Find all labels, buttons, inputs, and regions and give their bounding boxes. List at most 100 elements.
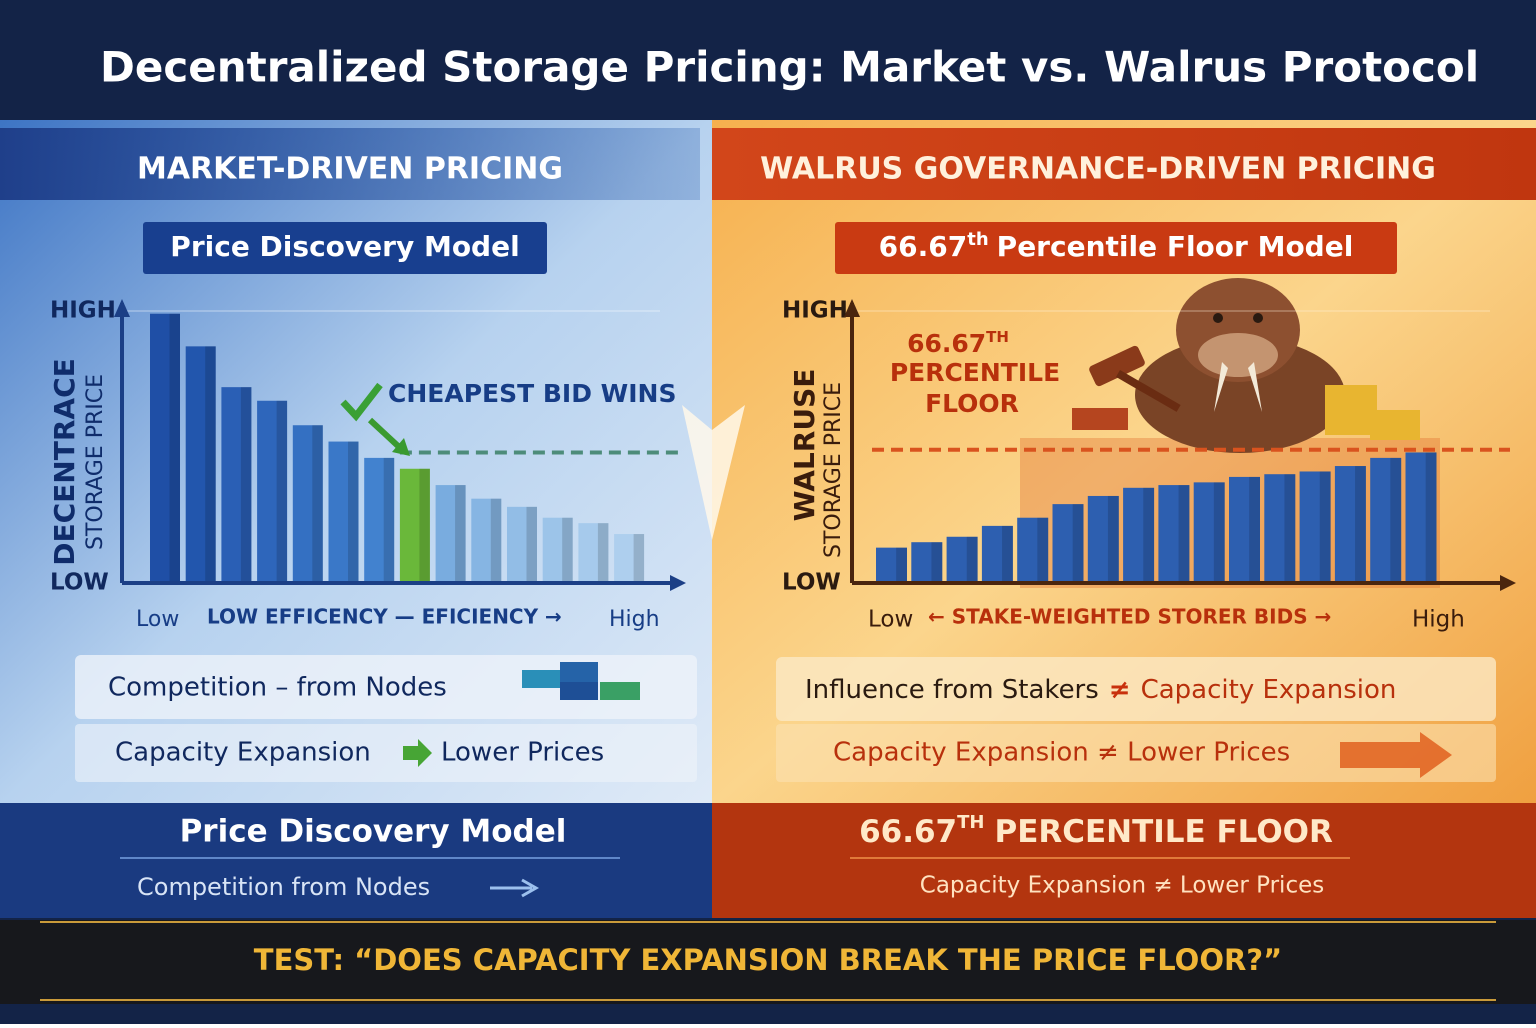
y-tick-label: LOW	[782, 570, 841, 596]
point-box	[776, 724, 1496, 782]
point-text: Capacity Expansion ≠ Lower Prices	[833, 738, 1290, 768]
summary-words: PERCENTILE FLOOR	[994, 814, 1333, 850]
left-heading: MARKET-DRIVEN PRICING	[137, 152, 563, 187]
bar	[578, 523, 609, 583]
y-axis-label: STORAGE PRICE	[83, 374, 108, 550]
bar-shade	[1107, 495, 1119, 583]
bar	[1158, 485, 1190, 583]
bar	[364, 457, 395, 583]
bar	[328, 441, 359, 583]
bar	[1017, 517, 1049, 583]
point-text: Capacity Expansion	[115, 738, 371, 768]
right-summary-band	[712, 803, 1536, 918]
x-axis-label: LOW EFFICENCY — EFICIENCY →	[207, 605, 562, 629]
x-axis-label: ← STAKE-WEIGHTED STORER BIDS →	[928, 605, 1331, 629]
x-axis-label: High	[609, 607, 660, 632]
right-heading: WALRUS GOVERNANCE-DRIVEN PRICING	[760, 152, 1436, 187]
subheading-number: 66.67	[879, 230, 968, 263]
bar-shade	[1355, 466, 1366, 583]
title: Decentralized Storage Pricing: Market vs…	[100, 43, 1479, 92]
summary-text: Capacity Expansion ≠ Lower Prices	[920, 873, 1324, 899]
y-axis-label: DECENTRACE	[48, 358, 81, 565]
walrus-eye	[1213, 313, 1223, 323]
chart-annotation: 66.67TH PERCENTILE FLOOR	[890, 328, 1060, 419]
server-icon	[522, 662, 640, 700]
bar-shade	[455, 485, 466, 583]
bar-shade	[931, 542, 943, 583]
charts: LOW HIGH LOW HIGH	[50, 298, 1516, 596]
y-axis-arrow	[844, 299, 860, 317]
bar-shade	[1002, 525, 1013, 583]
gavel-handle	[1116, 370, 1181, 412]
summary-title: 66.67TH PERCENTILE FLOOR	[859, 812, 1333, 850]
annotation-line: PERCENTILE	[890, 358, 1060, 387]
chart-annotation: CHEAPEST BID WINS	[388, 379, 676, 408]
bar-shade	[1213, 482, 1225, 583]
bar	[1193, 482, 1225, 583]
bar-shade	[419, 468, 430, 583]
green-arrow	[403, 739, 432, 767]
subheading-text: Percentile Floor Model	[997, 230, 1354, 263]
bar	[399, 468, 430, 583]
bar-shade	[526, 506, 537, 583]
bar	[1052, 504, 1084, 583]
left-subheading-box	[143, 222, 547, 274]
bar	[911, 542, 943, 583]
gold-coins	[1370, 410, 1420, 440]
annotation-arrowhead	[392, 438, 410, 456]
bar	[507, 506, 537, 583]
point-part: Influence from Stakers	[805, 675, 1099, 705]
bar-shade	[1390, 457, 1402, 583]
left-summary-band	[0, 803, 712, 918]
bar	[221, 387, 252, 583]
point-text: Lower Prices	[441, 738, 604, 768]
x-axis-arrow	[1500, 575, 1516, 591]
point-box	[75, 724, 697, 782]
bar-shade	[383, 457, 395, 583]
y-axis-arrow	[114, 299, 130, 317]
bar-shade	[896, 547, 907, 583]
x-axis-label: High	[1412, 607, 1465, 633]
gold-coins	[1325, 385, 1377, 435]
bar-shade	[276, 400, 288, 583]
divider-arrow	[682, 405, 745, 540]
x-axis-arrow	[670, 575, 686, 591]
bar-shade	[1249, 476, 1260, 583]
right-subheading: 66.67th Percentile Floor Model	[879, 229, 1354, 263]
footer-text: TEST: “DOES CAPACITY EXPANSION BREAK THE…	[254, 943, 1282, 977]
bar	[614, 534, 645, 583]
bar	[471, 498, 502, 583]
y-axis-label: STORAGE PRICE	[821, 382, 846, 558]
bar-shade	[205, 346, 216, 583]
bar-shade	[1319, 471, 1331, 583]
bar-shade	[1284, 474, 1296, 583]
orange-arrow	[1340, 732, 1452, 778]
y-tick-label: HIGH	[50, 298, 116, 324]
bar-shade	[966, 536, 978, 583]
bar	[292, 425, 323, 583]
coin-stack	[1072, 408, 1128, 430]
left-heading-band	[0, 128, 700, 200]
bar	[185, 346, 216, 583]
bar-shade	[1037, 517, 1049, 583]
bar	[876, 547, 907, 583]
bar	[1405, 452, 1437, 583]
annotation-sup: TH	[986, 328, 1009, 346]
bar-shade	[597, 523, 609, 583]
footer-band	[0, 920, 1536, 1004]
right-heading-band	[712, 128, 1536, 200]
annotation-number: 66.67	[907, 329, 986, 358]
walrus-body	[1135, 337, 1345, 453]
walrus-muzzle	[1198, 333, 1278, 377]
bar-shade	[348, 441, 359, 583]
bar	[435, 485, 466, 583]
bar-shade	[490, 498, 502, 583]
point-text: Competition – from Nodes	[108, 673, 447, 703]
y-axis-label: WALRUSE	[788, 369, 821, 522]
bar-shade	[169, 313, 180, 583]
summary-sup: TH	[957, 812, 984, 833]
bar	[1229, 476, 1260, 583]
summary-number: 66.67	[859, 814, 957, 850]
right-subheading-box	[835, 222, 1397, 274]
